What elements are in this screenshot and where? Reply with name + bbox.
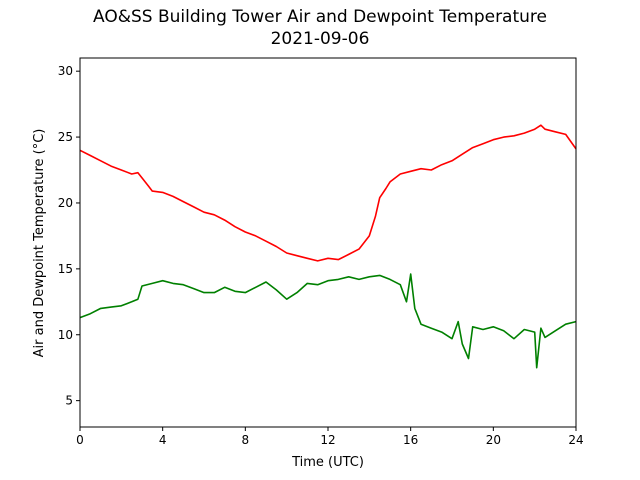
- y-tick-label: 5: [65, 394, 73, 408]
- y-tick-label: 15: [58, 262, 73, 276]
- y-axis-ticks: 5 10 15 20 25 30: [58, 64, 80, 408]
- x-tick-label: 24: [568, 433, 583, 447]
- x-axis-label: Time (UTC): [291, 455, 364, 470]
- y-tick-label: 25: [58, 130, 73, 144]
- x-axis-ticks: 0 4 8 12 16 20 24: [76, 427, 584, 447]
- y-tick-label: 20: [58, 196, 73, 210]
- series-layer: [79, 124, 577, 369]
- y-tick-label: 30: [58, 64, 73, 78]
- x-tick-label: 4: [159, 433, 167, 447]
- x-tick-label: 8: [242, 433, 250, 447]
- chart-title: AO&SS Building Tower Air and Dewpoint Te…: [92, 7, 547, 27]
- x-tick-label: 0: [76, 433, 84, 447]
- series-line-2: [79, 273, 577, 369]
- x-tick-label: 20: [486, 433, 501, 447]
- x-tick-label: 16: [403, 433, 418, 447]
- y-axis-label: Air and Dewpoint Temperature (°C): [32, 129, 47, 358]
- y-tick-label: 10: [58, 328, 73, 342]
- plot-area-frame: [79, 57, 577, 428]
- series-line-1: [79, 124, 577, 262]
- x-tick-label: 12: [320, 433, 335, 447]
- chart-subtitle: 2021-09-06: [270, 29, 370, 49]
